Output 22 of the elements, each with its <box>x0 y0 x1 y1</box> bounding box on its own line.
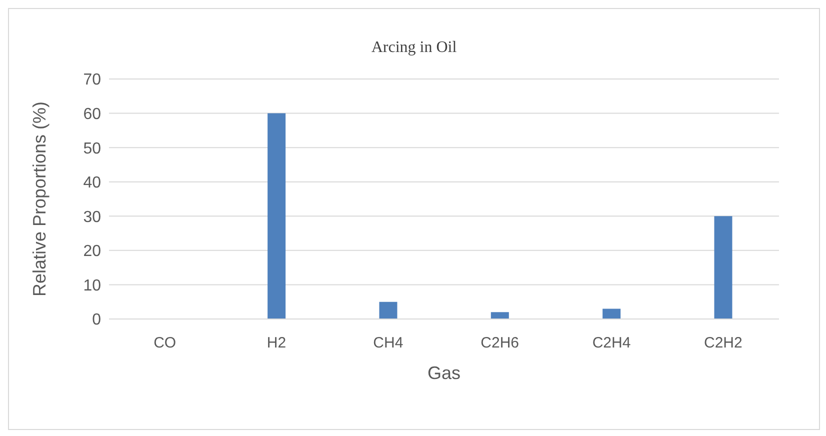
y-axis-title: Relative Proportions (%) <box>29 101 50 297</box>
x-tick-label: CH4 <box>373 334 404 352</box>
y-tick-label: 20 <box>83 243 102 260</box>
y-tick-label: 50 <box>83 140 102 158</box>
y-tick-label: 70 <box>83 72 102 89</box>
x-tick-label: C2H6 <box>480 334 520 352</box>
bar <box>268 113 286 319</box>
bar <box>490 312 509 319</box>
chart-title: Arcing in Oil <box>370 39 458 57</box>
y-tick-label: 0 <box>92 312 102 329</box>
x-tick-label: CO <box>154 334 176 352</box>
y-tick-label: 60 <box>83 106 102 123</box>
y-tick-label: 10 <box>83 277 102 294</box>
x-tick-label: C2H4 <box>592 334 631 352</box>
x-axis-title: Gas <box>427 363 461 383</box>
y-tick-label: 40 <box>83 174 102 192</box>
bar <box>714 216 732 319</box>
x-tick-label: H2 <box>266 334 286 352</box>
y-tick-label: 30 <box>83 208 102 226</box>
bar <box>602 308 621 319</box>
x-tick-label: C2H2 <box>704 334 742 352</box>
bar <box>379 302 398 319</box>
